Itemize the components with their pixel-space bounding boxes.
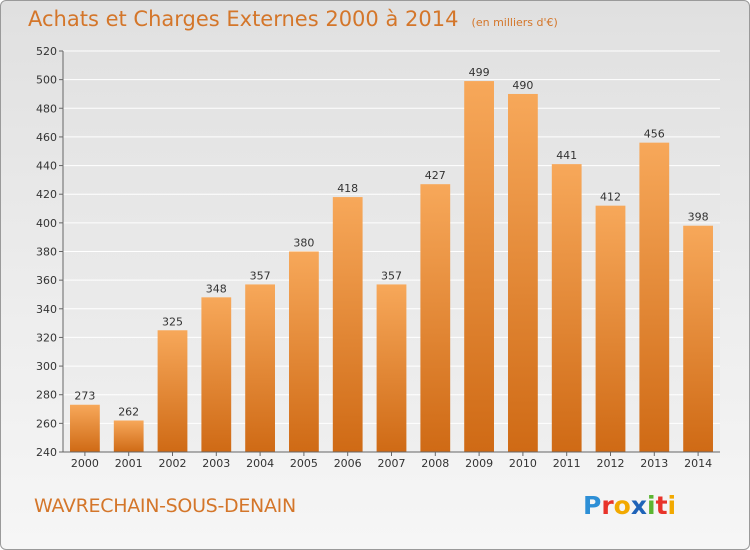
value-label: 273 bbox=[74, 390, 95, 403]
chart-subtitle: (en milliers d'€) bbox=[471, 16, 558, 29]
x-tick-label: 2007 bbox=[378, 457, 406, 470]
proxiti-logo[interactable]: Proxiti bbox=[583, 491, 677, 520]
value-label: 456 bbox=[644, 128, 665, 141]
bar-2002 bbox=[157, 330, 188, 452]
value-label: 398 bbox=[688, 211, 709, 224]
y-tick-label: 240 bbox=[36, 446, 57, 459]
y-tick-label: 340 bbox=[36, 303, 57, 316]
value-label: 357 bbox=[250, 269, 271, 282]
value-label: 380 bbox=[293, 237, 314, 250]
bar-2004 bbox=[245, 284, 275, 452]
bar-2012 bbox=[595, 205, 626, 452]
bar-2014 bbox=[683, 225, 713, 452]
x-tick-label: 2008 bbox=[421, 457, 449, 470]
x-tick-label: 2014 bbox=[684, 457, 712, 470]
value-label: 325 bbox=[162, 315, 183, 328]
y-tick-label: 380 bbox=[36, 246, 57, 259]
value-label: 427 bbox=[425, 169, 446, 182]
x-tick-label: 2006 bbox=[334, 457, 362, 470]
y-tick-label: 400 bbox=[36, 217, 57, 230]
x-tick-label: 2011 bbox=[553, 457, 581, 470]
x-tick-label: 2002 bbox=[159, 457, 187, 470]
y-tick-label: 480 bbox=[36, 102, 57, 115]
bar-2006 bbox=[332, 197, 363, 452]
value-label: 357 bbox=[381, 269, 402, 282]
bar-2013 bbox=[639, 142, 670, 452]
bar-2010 bbox=[508, 93, 538, 452]
bar-2003 bbox=[201, 297, 232, 452]
x-tick-label: 2010 bbox=[509, 457, 537, 470]
bar-2007 bbox=[376, 284, 407, 452]
value-label: 490 bbox=[512, 79, 533, 92]
bar-2011 bbox=[551, 164, 582, 452]
x-tick-label: 2001 bbox=[115, 457, 143, 470]
bars bbox=[70, 81, 713, 453]
bar-2009 bbox=[464, 81, 494, 452]
x-tick-label: 2003 bbox=[202, 457, 230, 470]
y-tick-label: 440 bbox=[36, 160, 57, 173]
city-name: WAVRECHAIN-SOUS-DENAIN bbox=[34, 495, 296, 517]
value-label: 412 bbox=[600, 191, 621, 204]
value-label: 499 bbox=[469, 66, 490, 79]
y-tick-label: 500 bbox=[36, 74, 57, 87]
title-row: Achats et Charges Externes 2000 à 2014 (… bbox=[28, 7, 558, 31]
y-tick-label: 260 bbox=[36, 417, 57, 430]
x-tick-label: 2000 bbox=[71, 457, 99, 470]
value-label: 441 bbox=[556, 149, 577, 162]
y-tick-label: 300 bbox=[36, 360, 57, 373]
y-tick-label: 360 bbox=[36, 274, 57, 287]
x-tick-label: 2013 bbox=[640, 457, 668, 470]
value-labels: 273 262 325 348 357 380 418 357 427 499 490 441 412 4… bbox=[74, 66, 708, 418]
y-tick-label: 280 bbox=[36, 389, 57, 402]
value-label: 418 bbox=[337, 182, 358, 195]
x-tick-label: 2004 bbox=[246, 457, 274, 470]
chart-title: Achats et Charges Externes 2000 à 2014 bbox=[28, 7, 459, 31]
value-label: 262 bbox=[118, 405, 139, 418]
value-label: 348 bbox=[206, 282, 227, 295]
y-tick-label: 460 bbox=[36, 131, 57, 144]
x-tick-label: 2009 bbox=[465, 457, 493, 470]
bar-2005 bbox=[289, 251, 319, 452]
y-tick-label: 420 bbox=[36, 188, 57, 201]
x-tick-label: 2012 bbox=[597, 457, 625, 470]
bar-2008 bbox=[420, 184, 451, 453]
y-tick-label: 520 bbox=[36, 45, 57, 58]
y-tick-label: 320 bbox=[36, 331, 57, 344]
x-tick-label: 2005 bbox=[290, 457, 318, 470]
bar-2001 bbox=[113, 420, 144, 452]
bar-2000 bbox=[70, 404, 100, 452]
axes: 240 260 280 300 320 340 360 380 400 420 440 460 480 5… bbox=[36, 45, 720, 470]
